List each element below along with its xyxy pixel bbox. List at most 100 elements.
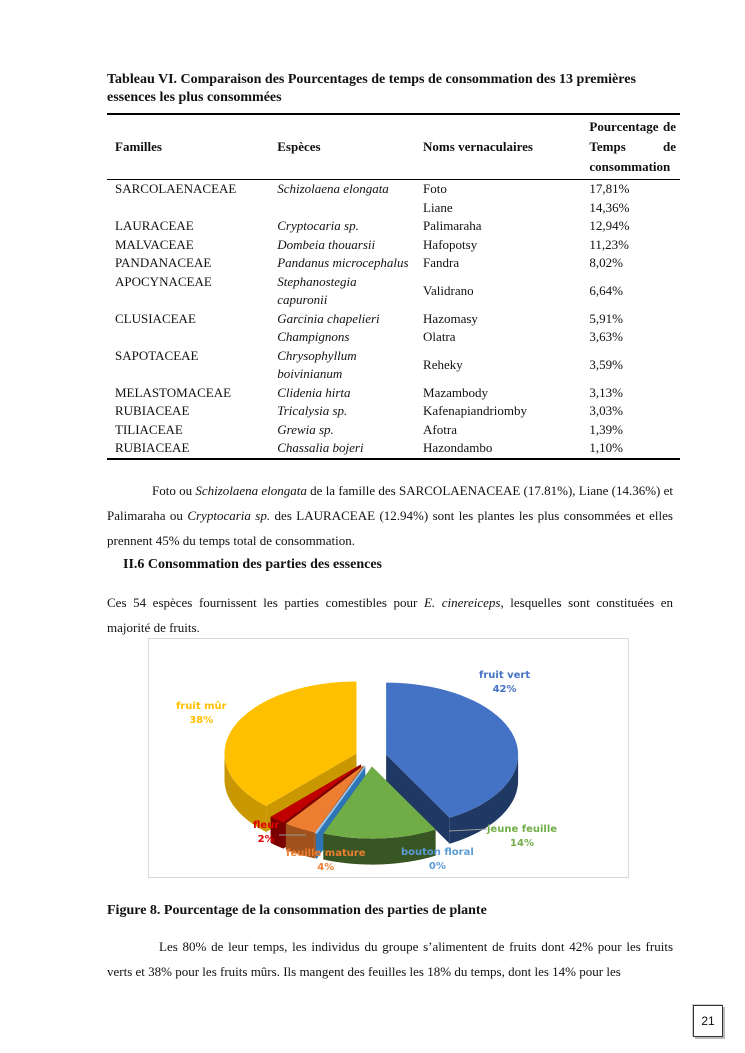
text-segment: des LAURACEAE (12.94%) sont les plantes … — [107, 508, 673, 548]
cell-famille: TILIACEAE — [115, 421, 183, 437]
table-row: SAPOTACEAE Chrysophyllum boivinianum Rehek… — [107, 347, 680, 384]
slice-top — [224, 681, 357, 806]
label-fruit-mur: fruit mûr 38% — [176, 700, 227, 728]
cell-nom-vernaculaire: Hazondambo — [423, 440, 493, 455]
paragraph-summary: Foto ou Schizolaena elongata de la famil… — [107, 478, 673, 553]
label-pct: 2% — [257, 834, 275, 845]
cell-famille — [107, 199, 269, 218]
text-segment: , lesquelles sont constituées en majorit… — [107, 595, 674, 635]
cell-nom-vernaculaire: Reheky — [423, 356, 463, 372]
table-row: RUBIACEAE Chassalia bojeri Hazondambo 1,10% — [107, 439, 680, 459]
label-text: fleur — [253, 820, 280, 831]
pie-slice-fruit-vert — [386, 682, 519, 844]
cell-pourcentage: 3,03% — [589, 403, 623, 418]
cell-pourcentage: 5,91% — [589, 310, 623, 326]
slice-outer-wall — [449, 754, 519, 844]
table-row: Liane 14,36% — [107, 199, 680, 218]
table-row: PANDANACEAE Pandanus microcephalus Fandra 8… — [107, 254, 680, 273]
paragraph-intro: Ces 54 espèces fournissent les parties c… — [107, 590, 673, 640]
label-pct: 4% — [317, 862, 335, 873]
cell-nom-vernaculaire: Palimaraha — [423, 218, 482, 233]
page-number: 21 — [693, 1005, 723, 1037]
cell-pourcentage: 11,23% — [589, 236, 629, 252]
cell-pourcentage: 14,36% — [589, 199, 630, 215]
cell-espece: Schizolaena elongata — [277, 181, 389, 196]
cell-pourcentage: 8,02% — [589, 255, 623, 270]
header-familles: Familles — [115, 139, 162, 154]
cell-espece: Chrysophyllum boivinianum — [277, 347, 357, 382]
table-row: Champignons Olatra 3,63% — [107, 328, 680, 347]
slice-side-wall — [386, 754, 450, 844]
cell-famille: RUBIACEAE — [115, 440, 190, 455]
cell-espece: Tricalysia sp. — [277, 403, 348, 418]
header-especes: Espèces — [277, 139, 321, 154]
cell-nom-vernaculaire: Fandra — [423, 255, 460, 270]
slice-top — [270, 764, 362, 823]
label-pct: 0% — [428, 861, 446, 872]
cell-famille: APOCYNACEAE — [115, 273, 212, 289]
cell-espece: Garcinia chapelieri — [277, 310, 380, 326]
header-noms: Noms vernaculaires — [423, 139, 533, 154]
label-fruit-vert: fruit vert 42% — [479, 669, 530, 697]
cell-pourcentage: 1,39% — [589, 421, 623, 437]
header-pourcentage: Pourcentage de Temps de consommation — [589, 119, 676, 174]
italic-text: E. cinereiceps — [423, 595, 501, 610]
cell-pourcentage: 6,64% — [589, 282, 623, 298]
table-row: MALVACEAE Dombeia thouarsii Hafopotsy 11,23… — [107, 236, 680, 255]
cell-espece: Chassalia bojeri — [277, 440, 364, 455]
cell-nom-vernaculaire: Hazomasy — [423, 310, 478, 326]
label-bouton-floral: bouton floral 0% — [401, 846, 474, 874]
cell-famille: MALVACEAE — [115, 236, 194, 252]
pie-chart-svg — [224, 681, 519, 865]
cell-espece: Stephanostegia capuronii — [277, 273, 357, 308]
pie-chart: fruit vert 42% jeune feuille 14% bouton fl… — [148, 638, 629, 878]
cell-nom-vernaculaire: Liane — [423, 199, 453, 215]
label-pct: 14% — [510, 838, 534, 849]
cell-pourcentage: 1,10% — [589, 440, 623, 455]
cell-famille: MELASTOMACEAE — [115, 384, 232, 400]
slice-top — [323, 766, 436, 839]
label-feuille-mature: feuille mature 4% — [286, 847, 366, 875]
cell-pourcentage: 17,81% — [589, 181, 630, 196]
table-row: CLUSIACEAE Garcinia chapelieri Hazomasy 5,9… — [107, 310, 680, 329]
label-jeune-feuille: jeune feuille 14% — [487, 823, 557, 851]
table-title: Tableau VI. Comparaison des Pourcentages… — [107, 72, 636, 105]
cell-famille: CLUSIACEAE — [115, 310, 196, 326]
cell-espece: Clidenia hirta — [277, 384, 351, 400]
italic-text: Cryptocaria sp. — [187, 508, 271, 523]
species-consumption-table: Familles Espèces Noms vernaculaires Pour… — [107, 113, 680, 460]
label-fleur: fleur 2% — [253, 819, 279, 847]
table-row: APOCYNACEAE Stephanostegia capuronii Valid… — [107, 273, 680, 310]
table-row: MELASTOMACEAE Clidenia hirta Mazambody 3,13… — [107, 384, 680, 403]
cell-pourcentage: 3,59% — [589, 356, 623, 372]
leader-line-jeune-feuille — [448, 828, 488, 832]
slice-outer-wall — [315, 832, 317, 859]
slice-outer-wall — [224, 753, 267, 832]
cell-espece: Cryptocaria sp. — [277, 218, 359, 233]
cell-famille: SAPOTACEAE — [115, 347, 199, 363]
cell-pourcentage: 3,63% — [589, 329, 623, 344]
table-row: TILIACEAE Grewia sp. Afotra 1,39% — [107, 421, 680, 440]
label-pct: 42% — [492, 684, 517, 695]
slice-outer-wall — [270, 816, 284, 849]
cell-nom-vernaculaire: Mazambody — [423, 384, 489, 400]
cell-espece: Champignons — [277, 329, 350, 344]
slice-top — [314, 765, 366, 834]
cell-famille: LAURACEAE — [115, 218, 194, 233]
label-text: fruit mûr — [176, 701, 227, 712]
cell-nom-vernaculaire: Kafenapiandriomby — [423, 403, 528, 418]
text-segment: Ces 54 espèces fournissent les parties c… — [107, 595, 424, 610]
cell-famille: RUBIACEAE — [115, 403, 190, 418]
cell-espece: Dombeia thouarsii — [277, 236, 376, 252]
cell-nom-vernaculaire: Validrano — [423, 282, 474, 298]
label-text: bouton floral — [401, 847, 474, 858]
slice-outer-wall — [285, 823, 315, 859]
table-row: LAURACEAE Cryptocaria sp. Palimaraha 12,94% — [107, 217, 680, 236]
table-row: RUBIACEAE Tricalysia sp. Kafenapiandriomby… — [107, 402, 680, 421]
cell-famille: SARCOLAENACEAE — [115, 181, 237, 196]
paragraph-results: Les 80% de leur temps, les individus du … — [107, 939, 673, 979]
cell-nom-vernaculaire: Afotra — [423, 421, 457, 437]
cell-famille: PANDANACEAE — [115, 255, 212, 270]
cell-espece — [269, 199, 415, 218]
pie-slice-jeune-feuille — [323, 766, 436, 865]
